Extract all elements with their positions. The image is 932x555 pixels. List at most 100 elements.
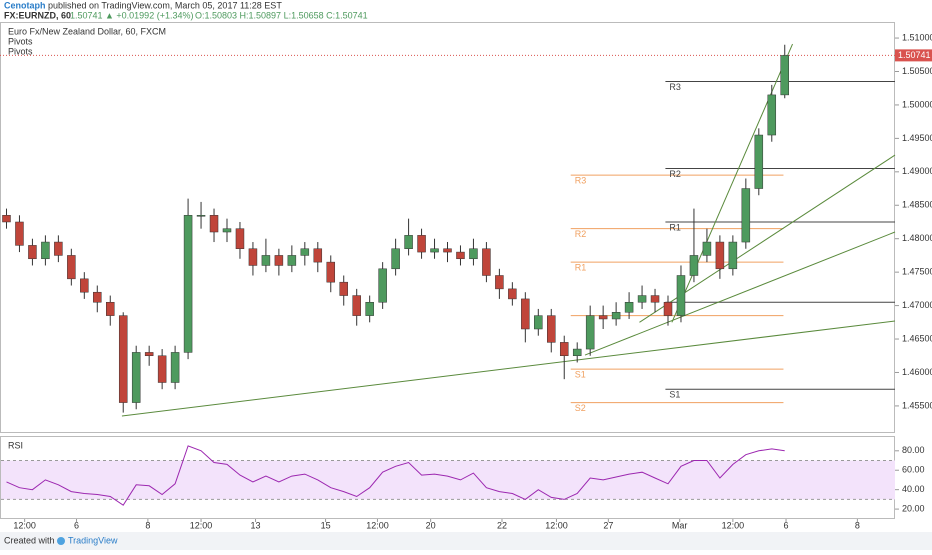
candle-body <box>54 241 63 256</box>
rsi-band <box>1 460 895 500</box>
candle-body <box>41 241 50 260</box>
candle-body <box>430 248 439 253</box>
candle-body <box>598 315 608 320</box>
pivot-label: R3 <box>575 176 587 186</box>
y-tick-label: 40.00 <box>902 484 925 494</box>
y-tick-label: 1.50500 <box>902 66 932 76</box>
trendline <box>671 43 793 323</box>
candle-body <box>157 355 167 383</box>
last-price-box <box>895 49 932 62</box>
rsi-line <box>6 445 785 506</box>
candle-body <box>118 315 128 403</box>
candle-body <box>131 352 141 403</box>
y-tick-label: 1.45500 <box>902 400 932 410</box>
candle-body <box>365 301 374 316</box>
x-tick-label: 20 <box>426 520 436 530</box>
rsi-title: RSI <box>8 440 23 450</box>
candle-body <box>222 228 232 233</box>
last: 1.50741 <box>70 10 103 20</box>
y-tick-label: 1.50000 <box>902 99 932 109</box>
candle-body <box>93 291 102 303</box>
x-tick-label: 8 <box>855 520 860 530</box>
author[interactable]: Cenotaph <box>4 0 46 10</box>
candle-body <box>585 315 595 350</box>
y-tick-label: 1.47500 <box>902 267 932 277</box>
y-tick-label: 1.47000 <box>902 300 932 310</box>
candle-body <box>508 288 517 300</box>
candle-body <box>170 352 180 383</box>
candle-body <box>611 312 621 320</box>
candle-body <box>144 352 154 357</box>
candle-body <box>183 215 193 353</box>
y-tick-label: 1.46000 <box>902 367 932 377</box>
main-pane <box>0 22 895 433</box>
x-tick-label: 12:00 <box>366 520 389 530</box>
candle-body <box>248 248 258 266</box>
candle-body <box>689 255 699 276</box>
x-tick-label: 8 <box>145 520 150 530</box>
y-tick-label: 1.48000 <box>902 233 932 243</box>
candle-body <box>391 248 400 270</box>
y-tick-label: 1.48500 <box>902 200 932 210</box>
x-tick-label: 6 <box>784 520 789 530</box>
x-tick-label: 15 <box>321 520 331 530</box>
study: Pivots <box>8 36 33 46</box>
chart-title: Euro Fx/New Zealand Dollar, 60, FXCM <box>8 26 166 36</box>
candle-body <box>443 248 452 253</box>
y-tick-label: 1.49500 <box>902 133 932 143</box>
candle-body <box>339 281 348 296</box>
candle-body <box>235 228 245 249</box>
candle-body <box>313 248 323 263</box>
created: Created with <box>4 535 55 545</box>
pivot-label: R2 <box>575 229 587 239</box>
candle-body <box>676 275 686 316</box>
last-price-label: 1.50741 <box>898 50 931 60</box>
candle-body <box>624 301 634 313</box>
x-tick-label: 13 <box>251 520 261 530</box>
trendline <box>121 320 896 417</box>
candle-body <box>274 255 284 266</box>
candle-body <box>106 301 115 316</box>
candle-body <box>469 248 478 260</box>
candle-body <box>287 255 297 266</box>
candle-body <box>28 245 37 260</box>
candle-body <box>559 342 569 357</box>
study: Pivots <box>8 46 33 56</box>
candle-body <box>637 295 647 303</box>
x-tick-label: 22 <box>497 520 507 530</box>
candle-body <box>80 278 89 293</box>
candle-body <box>780 55 789 96</box>
y-tick-label: 1.46500 <box>902 333 932 343</box>
x-tick-label: 12:00 <box>722 520 745 530</box>
candle-body <box>767 94 777 136</box>
candle-body <box>534 315 543 330</box>
pivot-label: S1 <box>669 390 680 400</box>
y-tick-label: 20.00 <box>902 503 925 513</box>
y-tick-label: 80.00 <box>902 445 925 455</box>
candle-body <box>741 188 751 243</box>
pivot-label: R2 <box>669 169 681 179</box>
x-tick-label: 12:00 <box>190 520 213 530</box>
candle-body <box>378 268 387 303</box>
candle-body <box>650 295 660 303</box>
x-tick-label: 12:00 <box>545 520 568 530</box>
candle-body <box>715 241 725 270</box>
candle-body <box>728 241 738 270</box>
pivot-label: S2 <box>575 403 586 413</box>
candle-body <box>547 315 556 343</box>
trendline <box>584 231 896 356</box>
y-tick-label: 60.00 <box>902 465 925 475</box>
candle-body <box>456 251 465 260</box>
candle-body <box>15 221 24 246</box>
candle-body <box>404 235 413 249</box>
brand[interactable]: TradingView <box>68 535 118 545</box>
footer-bar <box>0 532 932 550</box>
x-tick-label: 12:00 <box>13 520 36 530</box>
y-tick-label: 1.51000 <box>902 32 932 42</box>
pivot-label: R1 <box>669 222 681 232</box>
candle-body <box>300 248 310 256</box>
x-tick-label: 6 <box>74 520 79 530</box>
pivot-label: R3 <box>669 82 681 92</box>
